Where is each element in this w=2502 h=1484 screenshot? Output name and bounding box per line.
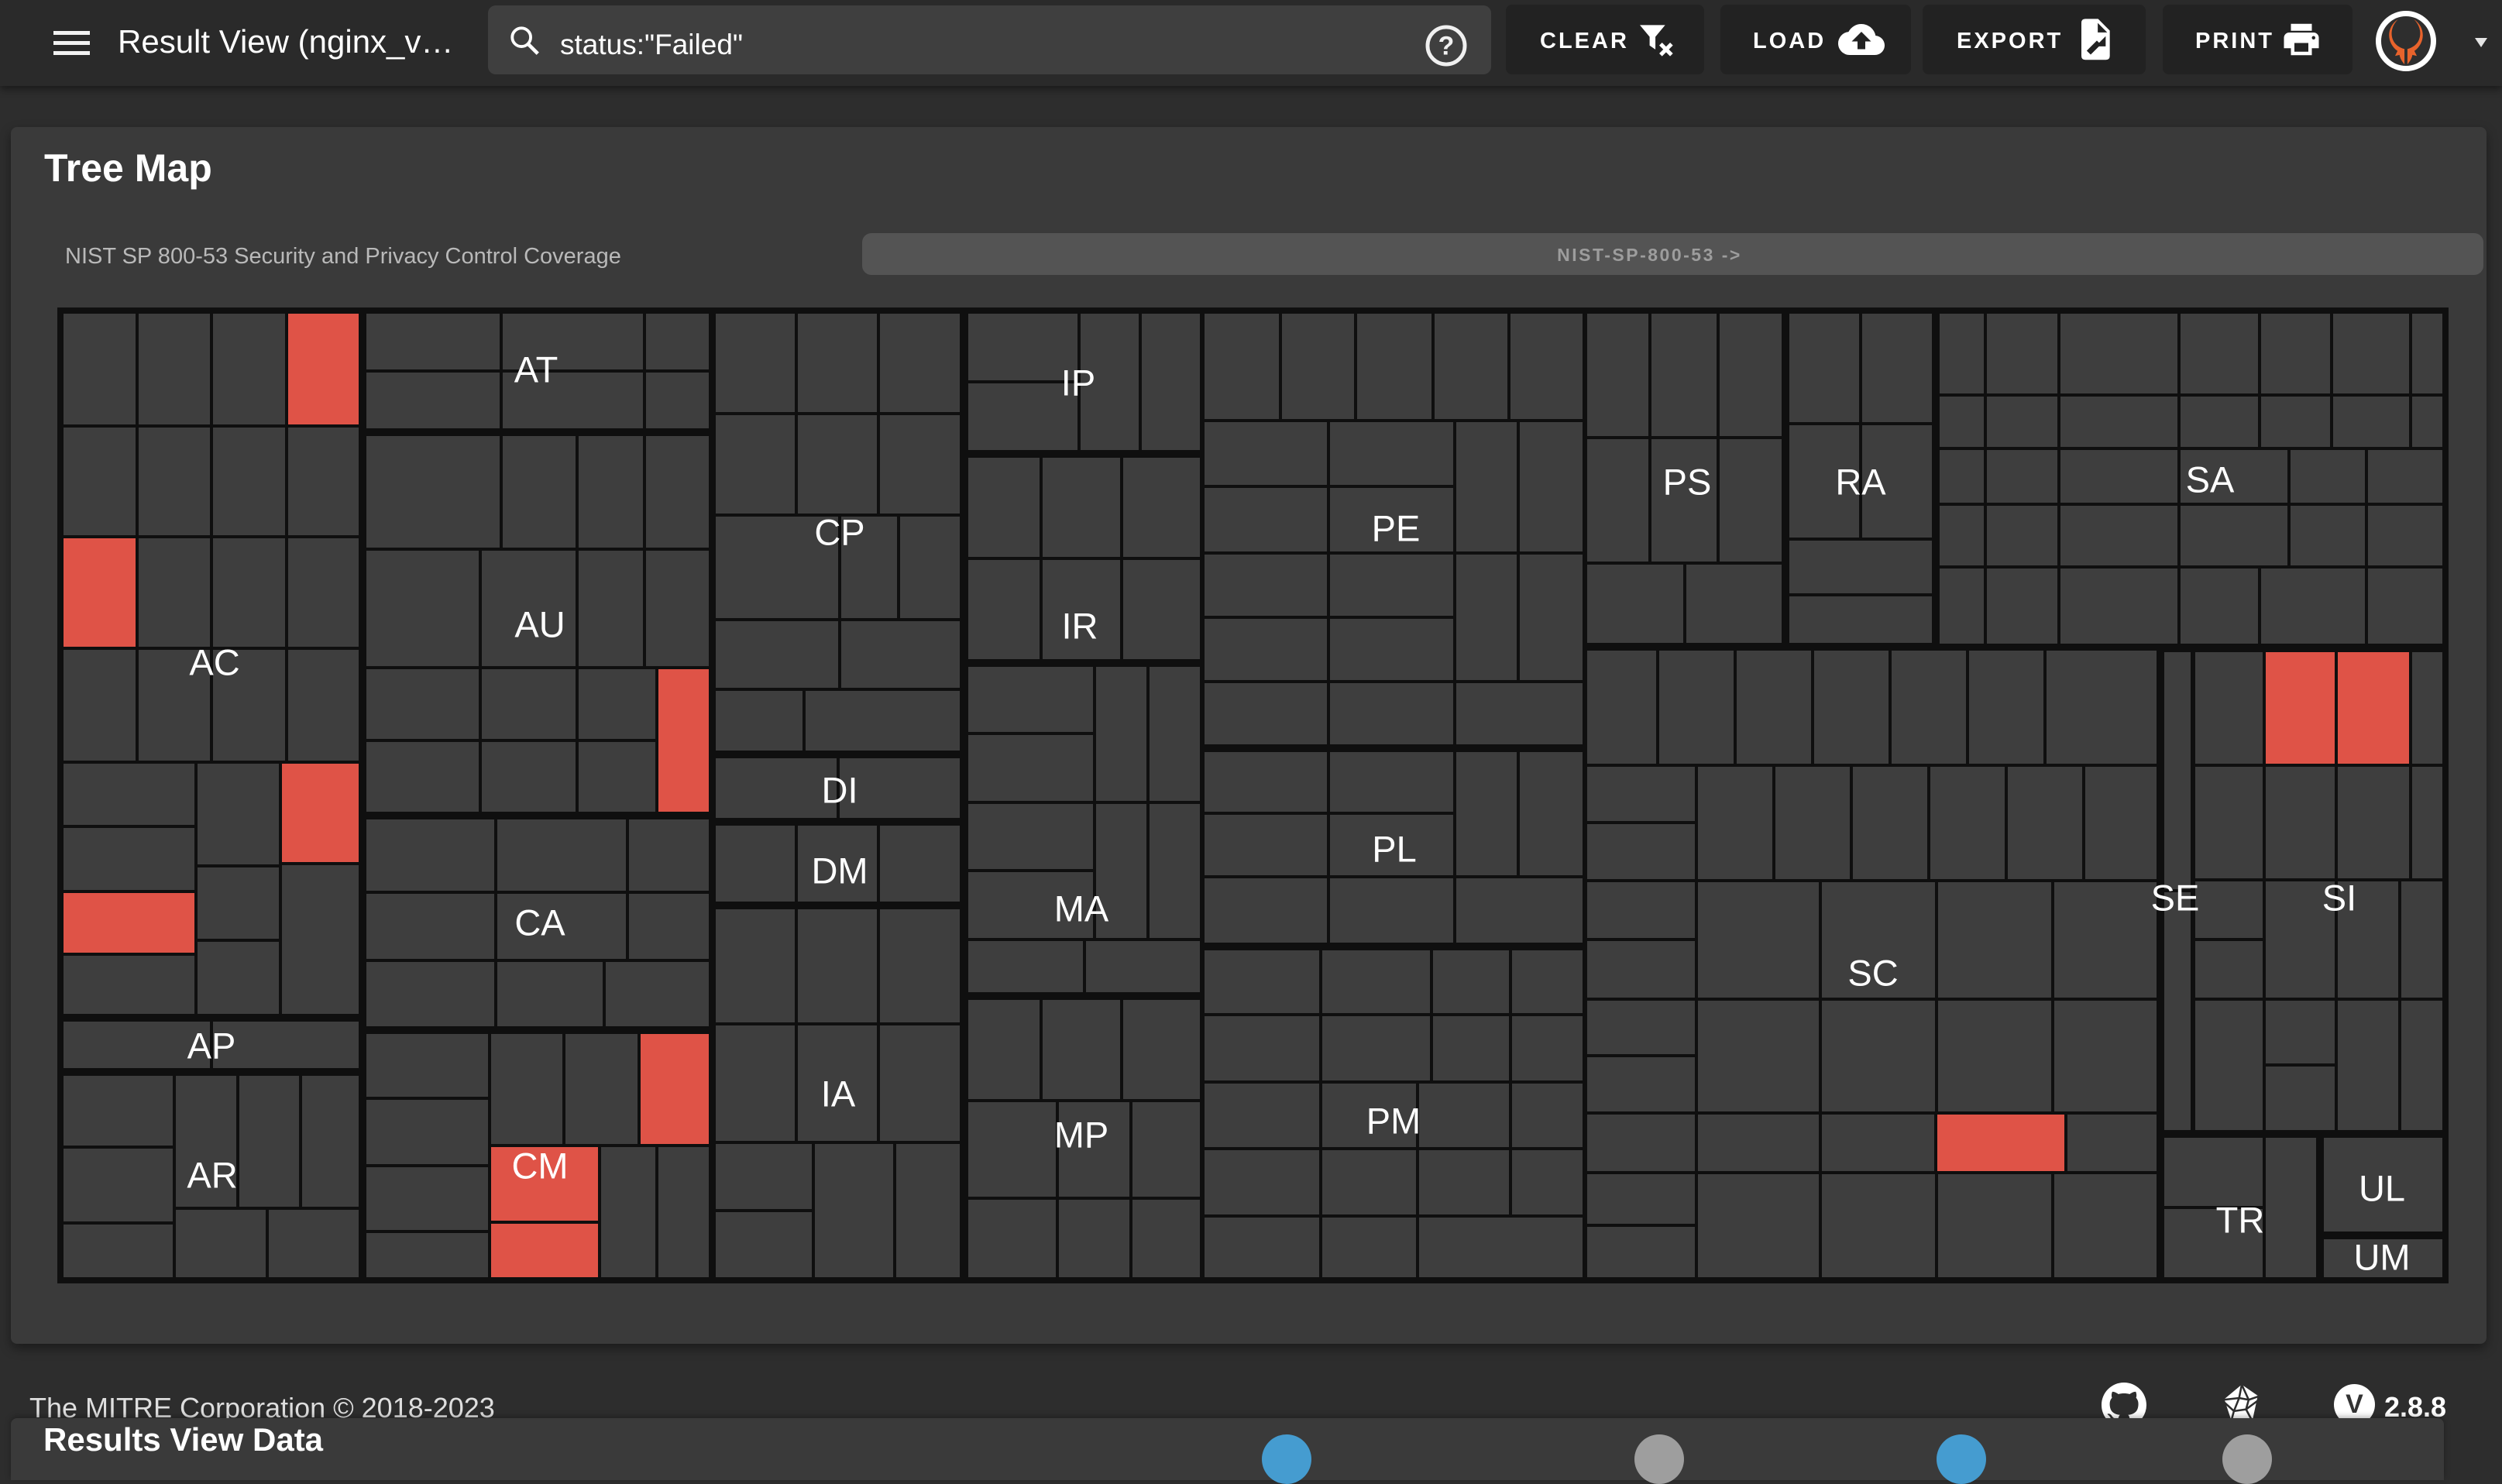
svg-text:IR: IR (1062, 606, 1098, 647)
svg-text:PM: PM (1366, 1101, 1421, 1142)
svg-text:DI: DI (822, 770, 858, 811)
svg-text:CM: CM (511, 1146, 568, 1187)
svg-text:AC: AC (189, 642, 239, 683)
svg-text:TR: TR (2216, 1200, 2265, 1241)
svg-text:PL: PL (1372, 829, 1417, 870)
svg-text:SC: SC (1847, 953, 1898, 994)
svg-text:IP: IP (1061, 362, 1095, 404)
svg-text:UM: UM (2353, 1237, 2410, 1278)
svg-text:AR: AR (187, 1155, 237, 1196)
svg-text:AP: AP (187, 1025, 236, 1067)
svg-text:UL: UL (2359, 1168, 2405, 1209)
svg-text:?: ? (1438, 32, 1455, 61)
svg-text:MP: MP (1054, 1115, 1109, 1156)
svg-text:MA: MA (1054, 888, 1109, 929)
svg-text:CA: CA (514, 902, 565, 943)
svg-text:RA: RA (1835, 462, 1886, 503)
svg-text:AU: AU (514, 604, 565, 645)
svg-text:PS: PS (1663, 462, 1712, 503)
svg-text:DM: DM (811, 850, 868, 891)
svg-text:SI: SI (2322, 878, 2356, 919)
svg-text:CP: CP (814, 512, 864, 553)
svg-text:IA: IA (821, 1073, 856, 1115)
svg-text:PE: PE (1372, 508, 1421, 549)
svg-text:SA: SA (2186, 459, 2235, 500)
svg-text:SE: SE (2151, 878, 2200, 919)
svg-text:AT: AT (514, 349, 558, 390)
